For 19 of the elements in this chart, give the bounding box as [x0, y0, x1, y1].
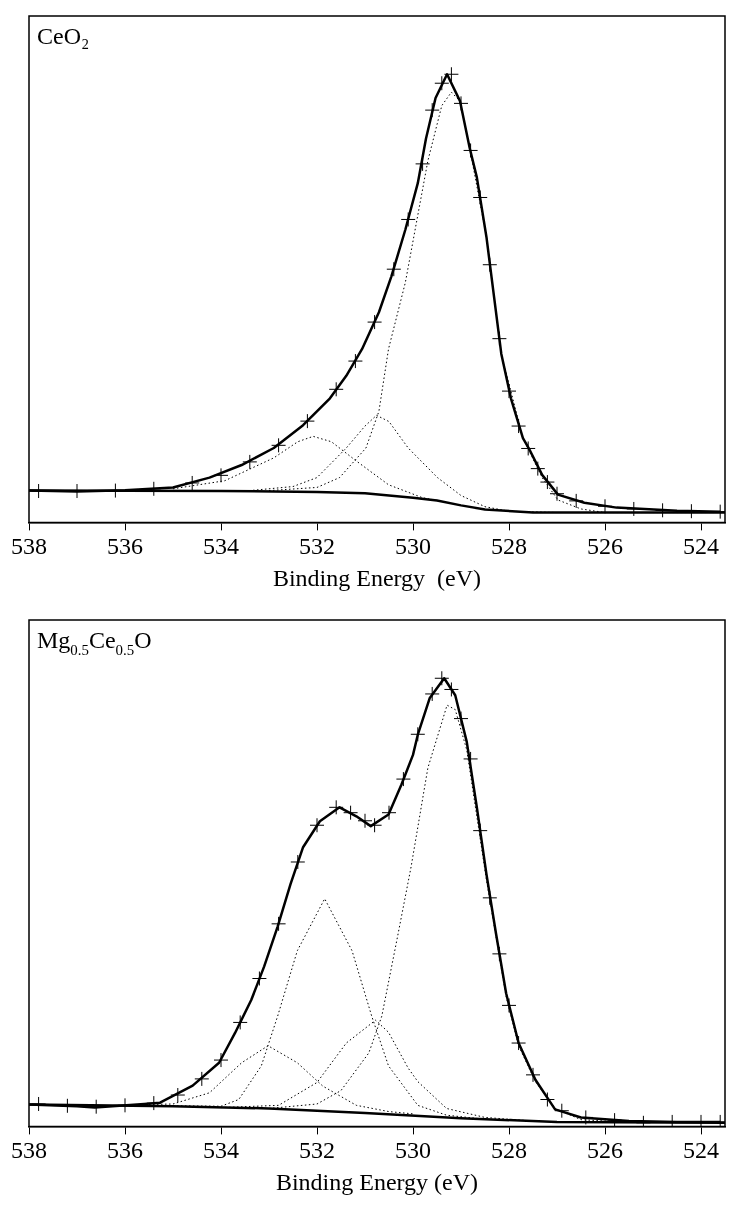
chart-title: CeO₂	[37, 23, 90, 49]
x-tick-label: 530	[395, 1137, 431, 1164]
x-tick-label: 526	[587, 1137, 623, 1164]
x-tick-label: 534	[203, 1137, 239, 1164]
x-tick-label: 532	[299, 533, 335, 560]
x-axis-title: Binding Energy (eV)	[275, 1168, 479, 1195]
x-tick-label: 538	[11, 533, 47, 560]
x-tick-label: 524	[683, 1137, 719, 1164]
x-axis-title: Binding Energy (eV)	[272, 564, 482, 591]
x-tick-label: 534	[203, 533, 239, 560]
x-tick-label: 528	[491, 533, 527, 560]
x-tick-label: 524	[683, 533, 719, 560]
x-tick-label: 528	[491, 1137, 527, 1164]
x-tick-label: 532	[299, 1137, 335, 1164]
x-tick-label: 526	[587, 533, 623, 560]
x-tick-label: 536	[107, 533, 143, 560]
x-tick-label: 530	[395, 533, 431, 560]
x-tick-label: 538	[11, 1137, 47, 1164]
x-tick-label: 536	[107, 1137, 143, 1164]
